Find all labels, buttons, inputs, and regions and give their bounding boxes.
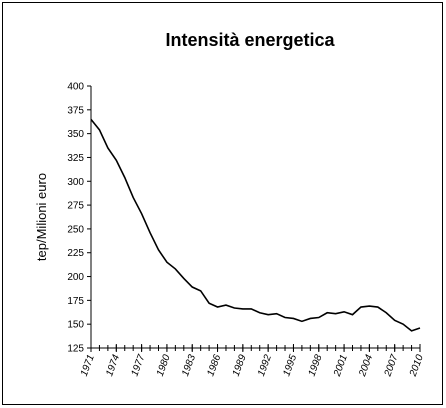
y-axis-label: tep/Milioni euro — [34, 173, 49, 261]
data-line — [90, 118, 421, 332]
y-tick-label: 225 — [67, 248, 84, 259]
y-tick-label: 125 — [67, 344, 84, 355]
y-tick-label: 200 — [67, 272, 84, 283]
y-tick-label: 325 — [67, 153, 84, 164]
y-tick-label: 400 — [67, 82, 84, 93]
chart-border — [2, 2, 443, 405]
y-tick-label: 275 — [67, 201, 84, 212]
y-tick-label: 175 — [67, 296, 84, 307]
y-tick-label: 375 — [67, 105, 84, 116]
y-tick-label: 150 — [67, 320, 84, 331]
y-tick-label: 300 — [67, 177, 84, 188]
chart-title: Intensità energetica — [165, 30, 335, 50]
y-tick-label: 250 — [67, 224, 84, 235]
y-tick-label: 350 — [67, 129, 84, 140]
